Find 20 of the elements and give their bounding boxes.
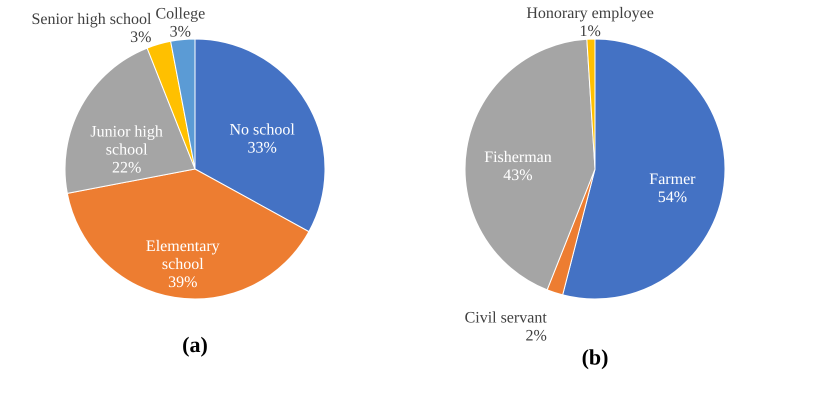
- data-label: 22%: [112, 159, 142, 176]
- slice-label: Fisherman: [484, 148, 552, 166]
- data-label: 54%: [658, 188, 688, 206]
- text: (a): [182, 332, 208, 358]
- slice-label: College: [155, 6, 206, 23]
- slice-label: Junior high school: [90, 123, 163, 158]
- slice-label: Senior high school: [31, 11, 152, 28]
- text: (b): [582, 344, 608, 370]
- data-label: 2%: [525, 327, 547, 344]
- data-label: 3%: [170, 24, 191, 41]
- data-label: 3%: [130, 29, 152, 46]
- data-label: 1%: [579, 23, 601, 40]
- slice-label: Farmer: [649, 170, 696, 188]
- data-label: 39%: [168, 274, 198, 292]
- data-label: 33%: [247, 139, 277, 156]
- slice-label: Civil servant: [464, 309, 548, 326]
- slice-label: Elementary school: [146, 238, 220, 274]
- slice-label: No school: [229, 121, 296, 138]
- data-label: 43%: [503, 166, 533, 184]
- slice-label: Honorary employee: [526, 5, 654, 22]
